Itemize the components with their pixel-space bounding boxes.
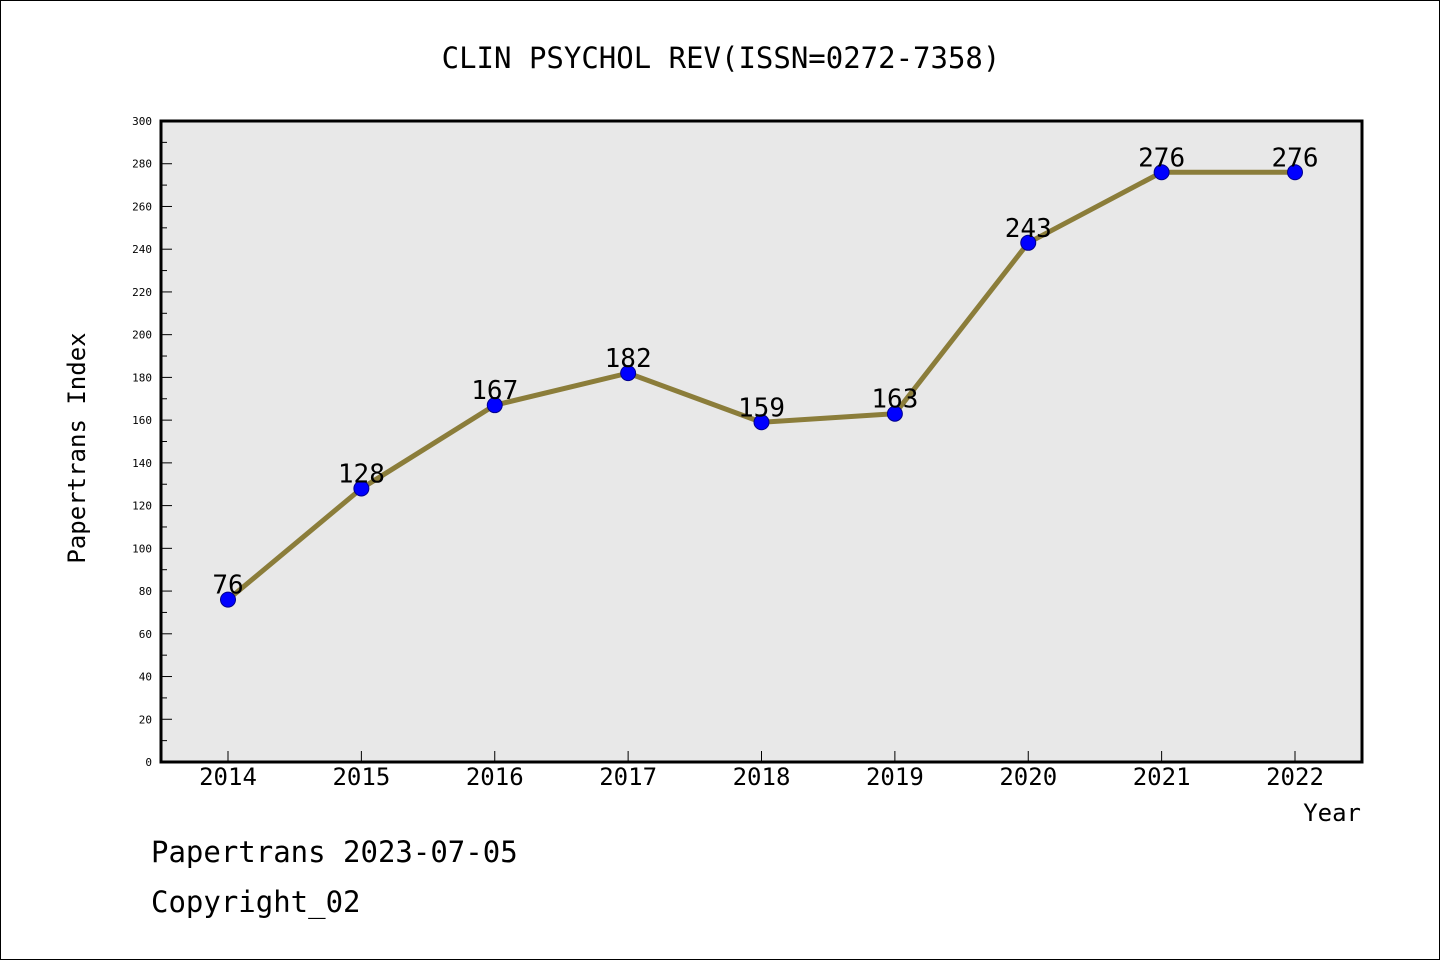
x-tick-label: 2014 [199, 763, 257, 791]
data-point [1153, 164, 1170, 181]
data-label: 76 [212, 571, 243, 601]
y-tick-label: 160 [132, 414, 152, 427]
y-axis-label: Papertrans Index [63, 332, 91, 563]
y-tick-label: 240 [132, 243, 152, 256]
y-tick-label: 300 [132, 115, 152, 128]
y-tick-label: 80 [139, 585, 152, 598]
x-tick-label: 2018 [733, 763, 791, 791]
data-label: 159 [738, 393, 785, 423]
y-tick-label: 200 [132, 329, 152, 342]
data-point [1020, 234, 1037, 251]
data-point [886, 405, 903, 422]
y-tick-label: 140 [132, 457, 152, 470]
x-tick-label: 2015 [332, 763, 390, 791]
data-point [353, 480, 370, 497]
y-tick-label: 260 [132, 200, 152, 213]
data-label: 243 [1005, 214, 1052, 244]
x-tick-label: 2017 [599, 763, 657, 791]
y-tick-label: 100 [132, 542, 152, 555]
y-tick-label: 180 [132, 371, 152, 384]
y-tick-label: 20 [139, 713, 152, 726]
y-tick-label: 120 [132, 500, 152, 513]
y-tick-label: 0 [145, 756, 152, 769]
data-label: 182 [605, 344, 652, 374]
data-label: 167 [471, 376, 518, 406]
chart-title: CLIN PSYCHOL REV(ISSN=0272-7358) [442, 41, 1001, 75]
y-tick-label: 40 [139, 671, 152, 684]
data-point [486, 397, 503, 414]
data-label: 163 [871, 385, 918, 415]
data-point [620, 365, 637, 382]
y-tick-label: 280 [132, 158, 152, 171]
data-point [1287, 164, 1303, 181]
plot-area [159, 119, 1364, 764]
data-label: 276 [1138, 143, 1185, 173]
series-layer: 76 128 167 182 159 163 243 276 276 [212, 143, 1319, 608]
x-tick-label: 2022 [1266, 763, 1324, 791]
x-axis-label: Year [1303, 799, 1361, 827]
data-label: 128 [338, 460, 385, 490]
x-axis: 2014 2015 2016 2017 2018 2019 2020 2021 2022 [199, 751, 1324, 791]
x-tick-label: 2021 [1133, 763, 1191, 791]
x-tick-label: 2016 [466, 763, 524, 791]
x-tick-label: 2019 [866, 763, 924, 791]
data-point [220, 591, 236, 608]
y-tick-label: 220 [132, 286, 152, 299]
data-point [753, 414, 770, 431]
data-label: 276 [1272, 143, 1319, 173]
y-tick-label: 60 [139, 628, 152, 641]
footer-copyright: Copyright_02 [151, 885, 361, 919]
x-tick-label: 2020 [999, 763, 1057, 791]
footer-stamp: Papertrans 2023-07-05 [151, 835, 518, 869]
y-axis: 0 20 40 60 80 100 120 140 160 180 200 220 240 260 280 3… [132, 115, 172, 769]
